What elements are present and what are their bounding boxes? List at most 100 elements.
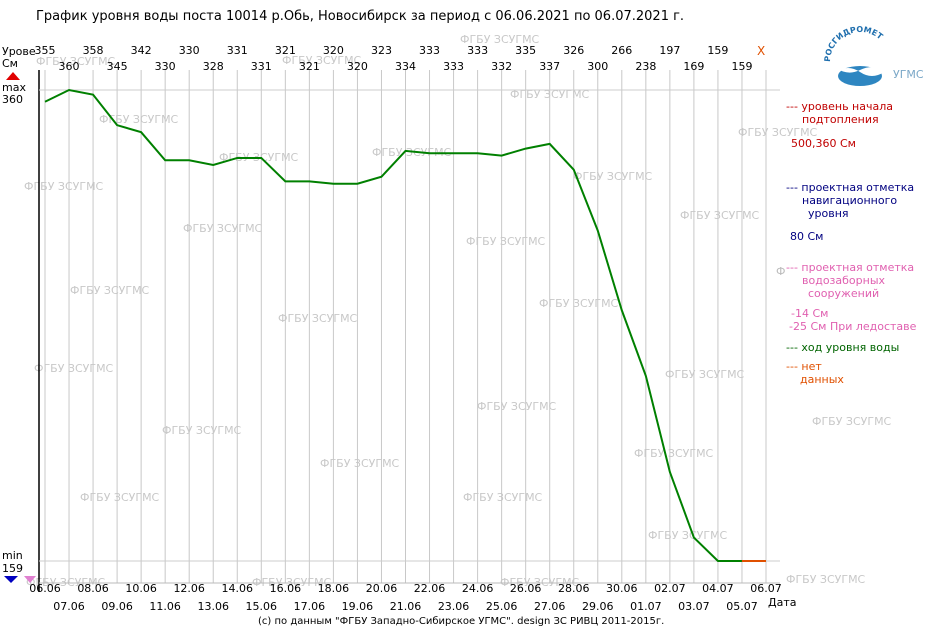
top-value-label: 337 (539, 60, 560, 73)
min-label: min (2, 549, 23, 562)
watermark-layer: ФГБУ ЗСУГМС ФГБУ ЗСУГМС ФГБУ ЗСУГМС ФГБУ ЗС… (24, 33, 892, 589)
max-value: 360 (2, 93, 23, 106)
top-value-label: 320 (323, 44, 344, 57)
x-tick-label: 11.06 (149, 600, 181, 613)
legend-intake: --- проектная отметка водозаборных соору… (786, 261, 914, 300)
logo-side-text: УГМС (893, 68, 924, 81)
x-tick-label: 10.06 (125, 582, 157, 595)
watermark-text: ФГБУ ЗСУГМС (34, 362, 114, 375)
top-value-label: 169 (683, 60, 704, 73)
x-tick-label: 06.06 (29, 582, 61, 595)
top-value-label: 321 (275, 44, 296, 57)
top-value-label: 266 (611, 44, 632, 57)
legend-course: --- ход уровня воды (786, 341, 900, 354)
legend-nodata: --- нет данных (786, 360, 844, 386)
x-tick-label: 27.06 (534, 600, 566, 613)
x-tick-label: 17.06 (294, 600, 326, 613)
chart-title: График уровня воды поста 10014 р.Обь, Но… (36, 9, 684, 24)
top-value-label: 333 (467, 44, 488, 57)
close-mark[interactable]: X (757, 44, 765, 58)
grid-lines (44, 70, 767, 583)
legend-nav-line1: --- проектная отметка (786, 181, 915, 194)
top-value-label: 159 (731, 60, 752, 73)
x-tick-label: 19.06 (342, 600, 374, 613)
min-marker-icon (4, 576, 18, 583)
legend-nav-value: 80 См (790, 230, 824, 243)
x-tick-label: 12.06 (173, 582, 205, 595)
top-value-label: 326 (563, 44, 584, 57)
min-value: 159 (2, 562, 23, 575)
watermark-text: ФГБУ ЗСУГМС (812, 415, 892, 428)
top-value-label: 320 (347, 60, 368, 73)
top-value-label: 333 (443, 60, 464, 73)
max-label: max (2, 81, 26, 94)
watermark-text: ФГБУ ЗСУГМС (183, 222, 263, 235)
watermark-text: ФГБУ ЗСУГМС (648, 529, 728, 542)
x-tick-label: 25.06 (486, 600, 518, 613)
x-tick-label: 06.07 (750, 582, 782, 595)
watermark-text: ФГБУ ЗСУГМС (24, 180, 104, 193)
top-value-label: 360 (59, 60, 80, 73)
x-tick-label: 13.06 (197, 600, 229, 613)
watermark-text: ФГБУ ЗСУГМС (36, 55, 116, 68)
watermark-text: ФГБУ ЗСУГМС (80, 491, 160, 504)
watermark-text: ФГБУ ЗСУГМС (463, 491, 543, 504)
top-value-label: 330 (155, 60, 176, 73)
min-marker-pink-icon (24, 576, 36, 583)
x-tick-label: 20.06 (366, 582, 398, 595)
watermark-text: ФГБУ ЗСУГМС (680, 209, 760, 222)
watermark-text: ФГБУ ЗСУГМС (278, 312, 358, 325)
legend-flood-line2: подтопления (802, 113, 879, 126)
logo-arc-text: РОСГИДРОМЕТ (823, 25, 885, 62)
watermark-text: ФГБУ ЗСУГМС (320, 457, 400, 470)
legend-intake-line3: сооружений (808, 287, 880, 300)
top-value-label: 358 (83, 44, 104, 57)
series-line (44, 88, 766, 562)
x-tick-label: 29.06 (582, 600, 614, 613)
x-tick-label: 16.06 (270, 582, 302, 595)
x-tick-labels: 06.06 07.06 08.06 09.06 10.06 11.06 12.06 13.06… (29, 582, 782, 613)
watermark-text: ФГБУ ЗСУГМС (282, 54, 362, 67)
watermark-text: ФГБУ ЗСУГМС (573, 170, 653, 183)
legend-intake-value1: -14 См (791, 307, 829, 320)
top-value-label: 355 (35, 44, 56, 57)
x-tick-label: 23.06 (438, 600, 470, 613)
legend-nav: --- проектная отметка навигационного уро… (786, 181, 914, 220)
watermark-text: ФГБУ ЗСУГМС (99, 113, 179, 126)
legend-nav-line3: уровня (808, 207, 849, 220)
watermark-text: ФГБУ ЗСУГМС (70, 284, 150, 297)
watermark-text: ФГБУ ЗСУГМС (477, 400, 557, 413)
top-value-label: 330 (179, 44, 200, 57)
top-value-label: 321 (299, 60, 320, 73)
legend-nav-line2: навигационного (802, 194, 898, 207)
watermark-text: ФГБУ ЗСУГМС (162, 424, 242, 437)
top-value-label: 323 (371, 44, 392, 57)
x-axis-unit-label: Дата (768, 596, 796, 609)
footer-credit: (c) по данным "ФГБУ Западно-Сибирское УГ… (258, 616, 664, 627)
watermark-text: ФГБУ ЗСУГМС (460, 33, 540, 46)
x-tick-label: 21.06 (390, 600, 422, 613)
x-tick-label: 22.06 (414, 582, 446, 595)
top-value-label: 332 (491, 60, 512, 73)
top-value-label: 331 (227, 44, 248, 57)
top-value-label: 159 (707, 44, 728, 57)
top-value-label: 333 (419, 44, 440, 57)
y-axis-label-1: Урове (2, 45, 36, 58)
watermark-text: ФГБУ ЗСУГМС (665, 368, 745, 381)
legend-nodata-line1: --- нет (786, 360, 822, 373)
x-tick-label: 30.06 (606, 582, 638, 595)
x-tick-label: 14.06 (222, 582, 254, 595)
top-value-label: 331 (251, 60, 272, 73)
x-tick-label: 15.06 (246, 600, 278, 613)
top-value-row: 3553603583453423303303283313313213213203… (35, 44, 753, 73)
x-tick-label: 28.06 (558, 582, 590, 595)
top-value-label: 328 (203, 60, 224, 73)
top-value-label: 334 (395, 60, 416, 73)
watermark-text: ФГБУ ЗСУГМС (539, 297, 619, 310)
legend-intake-marker: Ф (776, 265, 786, 278)
legend-intake-value2: -25 См При ледоставе (789, 320, 917, 333)
top-value-label: 335 (515, 44, 536, 57)
x-tick-label: 03.07 (678, 600, 710, 613)
x-tick-label: 18.06 (318, 582, 350, 595)
